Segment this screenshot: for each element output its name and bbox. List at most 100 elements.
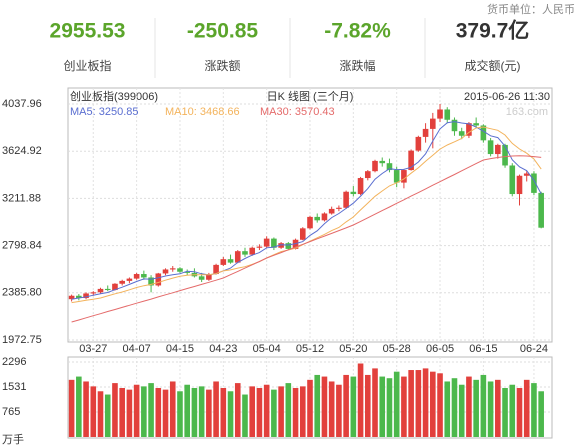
volume-bar <box>112 383 118 437</box>
volume-bar <box>263 384 270 437</box>
candle-body <box>437 109 443 119</box>
candle-body <box>184 271 190 273</box>
candle-body <box>314 216 321 221</box>
stat-label: 涨跌额 <box>204 58 240 73</box>
stat-label: 成交额(元) <box>465 58 521 73</box>
candle-body <box>451 119 458 132</box>
y-tick-label: 2296 <box>2 356 26 368</box>
candle-body <box>415 136 422 151</box>
volume-bar <box>502 388 508 437</box>
candle-body <box>169 268 176 270</box>
candle-body <box>97 288 104 293</box>
volume-bar <box>314 374 321 437</box>
candle-body <box>386 163 393 171</box>
volume-bar <box>393 371 400 437</box>
volume-bar <box>285 383 292 437</box>
candle-body <box>155 273 162 286</box>
volume-bar <box>169 381 176 437</box>
volume-bar <box>133 384 140 437</box>
volume-bar <box>242 394 248 437</box>
candle-body <box>523 173 530 176</box>
candle-body <box>357 178 364 195</box>
x-tick-label: 05-04 <box>253 343 281 355</box>
volume-bar <box>430 371 436 437</box>
volume-bar <box>292 388 299 437</box>
volume-bar <box>83 381 89 437</box>
x-tick-label: 05-20 <box>339 343 367 355</box>
candle-body <box>430 118 436 129</box>
x-tick-label: 06-15 <box>469 343 497 355</box>
volume-bar <box>531 383 537 437</box>
volume-bar <box>307 379 313 437</box>
candle-body <box>509 165 516 195</box>
legend-label: MA10: 3468.66 <box>165 106 240 118</box>
volume-bar <box>126 389 133 437</box>
chart-subtitle: 日K 线图 (三个月) <box>267 89 354 103</box>
candle-body <box>271 238 277 248</box>
volume-bar <box>184 384 190 437</box>
volume-bar <box>458 384 465 437</box>
candle-body <box>133 274 140 279</box>
candle-body <box>350 191 357 195</box>
stat-label: 涨跌幅 <box>339 58 375 73</box>
candle-body <box>336 207 342 209</box>
x-tick-label: 05-12 <box>296 343 324 355</box>
candle-body <box>516 175 523 195</box>
volume-bar <box>206 389 212 437</box>
ma-line <box>71 121 542 300</box>
volume-bar <box>372 368 378 437</box>
volume-bar <box>104 394 111 437</box>
candle-body <box>90 292 97 294</box>
candle-body <box>177 268 183 272</box>
candle-body <box>379 160 386 164</box>
y-tick-label: 1531 <box>2 381 26 393</box>
volume-bar <box>495 379 501 437</box>
candle-body <box>444 109 451 120</box>
candle-body <box>328 208 335 214</box>
candle-body <box>104 288 111 291</box>
volume-bar <box>213 381 219 437</box>
volume-bar <box>343 374 349 437</box>
currency-unit: 货币单位：人民币 <box>487 2 575 16</box>
volume-bar <box>299 386 306 437</box>
candle-body <box>321 213 328 221</box>
candle-body <box>401 170 407 183</box>
volume-bar <box>119 388 125 437</box>
timestamp: 2015-06-26 11:30 <box>464 91 550 103</box>
volume-bar <box>321 376 328 437</box>
volume-bar <box>480 374 487 437</box>
candle-body <box>162 269 169 274</box>
y-tick-label: 3624.92 <box>2 145 42 157</box>
candle-body <box>422 128 429 137</box>
y-tick-label: 4037.96 <box>2 98 42 110</box>
volume-bar <box>162 389 169 437</box>
candle-body <box>198 276 205 280</box>
candle-body <box>495 144 501 155</box>
y-tick-label: 2798.84 <box>2 240 42 252</box>
volume-bar <box>90 386 97 437</box>
volume-bar <box>249 386 256 437</box>
volume-bar <box>278 386 284 437</box>
volume-bar <box>401 376 407 437</box>
candle-body <box>372 160 378 172</box>
volume-bar <box>141 386 147 437</box>
volume-bar <box>256 388 263 437</box>
candle-body <box>206 274 212 280</box>
candle-body <box>480 125 487 141</box>
candle-body <box>466 123 472 136</box>
candle-body <box>263 238 270 247</box>
watermark: 163.com <box>506 106 548 118</box>
x-tick-label: 03-27 <box>79 343 107 355</box>
volume-bar <box>415 370 422 437</box>
volume-bar <box>523 379 530 437</box>
candle-body <box>538 192 544 228</box>
x-tick-label: 04-07 <box>123 343 151 355</box>
candle-body <box>256 246 263 248</box>
volume-bar <box>191 388 198 437</box>
candle-body <box>458 131 465 136</box>
candle-body <box>112 283 118 291</box>
candle-body <box>249 247 256 255</box>
candle-body <box>220 259 227 265</box>
candle-body <box>343 191 349 208</box>
